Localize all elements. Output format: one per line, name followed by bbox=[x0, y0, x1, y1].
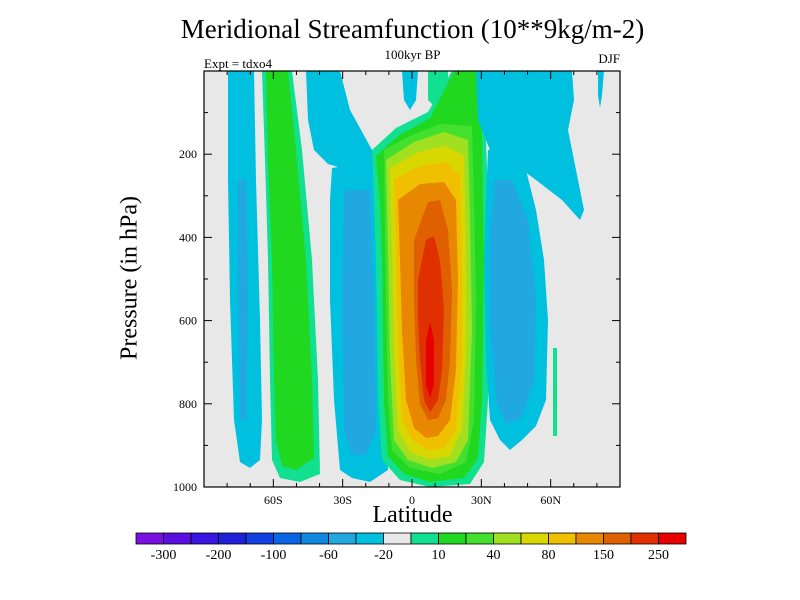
colorbar-swatch bbox=[300, 532, 329, 545]
y-tick-label: 600 bbox=[179, 314, 197, 328]
contour-nh-top-right bbox=[598, 71, 604, 108]
contour-nh-small bbox=[553, 348, 557, 436]
contour-sh-midlat-core bbox=[266, 71, 314, 470]
contour-equatorial-top bbox=[402, 71, 418, 110]
colorbar-swatch bbox=[135, 532, 164, 545]
x-tick-label: 30S bbox=[333, 493, 352, 507]
y-tick-label: 800 bbox=[179, 397, 197, 411]
contour-fills bbox=[228, 71, 604, 487]
colorbar-swatch bbox=[383, 532, 412, 545]
colorbar-swatch bbox=[355, 532, 384, 545]
colorbar: -300 -200 -100 -60 -20 10 40 80 150 250 bbox=[135, 532, 687, 563]
y-tick-label: 400 bbox=[179, 230, 197, 244]
colorbar-swatch bbox=[328, 532, 357, 545]
x-tick-label: 60N bbox=[540, 493, 561, 507]
x-axis-ticks: 60S 30S 0 30N 60N bbox=[226, 71, 598, 507]
x-tick-label: 0 bbox=[409, 493, 415, 507]
colorbar-swatch bbox=[575, 532, 604, 545]
x-tick-label: 60S bbox=[264, 493, 283, 507]
colorbar-label: -100 bbox=[261, 548, 287, 563]
colorbar-label: -300 bbox=[151, 548, 177, 563]
contour-sh-polar-core bbox=[238, 180, 248, 420]
contour-hadley-250 bbox=[418, 236, 444, 412]
contour-upper-negative bbox=[306, 71, 380, 172]
y-axis-ticks: 200 400 600 800 1000 bbox=[173, 112, 620, 494]
colorbar-swatch bbox=[273, 532, 302, 545]
colorbar-swatch bbox=[520, 532, 549, 545]
colorbar-swatch bbox=[218, 532, 247, 545]
y-tick-label: 200 bbox=[179, 147, 197, 161]
contour-nh-highlat-strip bbox=[555, 71, 574, 130]
x-axis-label: Latitude bbox=[372, 502, 453, 528]
contour-nh-ferrel-core bbox=[490, 180, 536, 424]
colorbar-swatch bbox=[163, 532, 192, 545]
colorbar-swatch bbox=[190, 532, 219, 545]
colorbar-label: -20 bbox=[374, 548, 393, 563]
chart-subtitle-left: Expt = tdxo4 bbox=[204, 56, 272, 71]
contour-sh-subtropical-core bbox=[342, 190, 376, 455]
colorbar-label: 40 bbox=[487, 548, 501, 563]
chart-title: Meridional Streamfunction (10**9kg/m-2) bbox=[180, 14, 645, 44]
chart-subtitle-right: DJF bbox=[598, 51, 620, 66]
colorbar-swatch bbox=[630, 532, 659, 545]
colorbar-swatch bbox=[658, 532, 687, 545]
colorbar-label: -60 bbox=[319, 548, 338, 563]
colorbar-swatch bbox=[438, 532, 467, 545]
colorbar-label: -200 bbox=[206, 548, 232, 563]
y-tick-label: 1000 bbox=[173, 480, 197, 494]
colorbar-label: 10 bbox=[432, 548, 446, 563]
colorbar-label: 80 bbox=[542, 548, 556, 563]
x-tick-label: 30N bbox=[471, 493, 492, 507]
colorbar-swatch bbox=[465, 532, 494, 545]
colorbar-swatch bbox=[603, 532, 632, 545]
colorbar-swatch bbox=[245, 532, 274, 545]
colorbar-swatch bbox=[493, 532, 522, 545]
colorbar-label: 250 bbox=[648, 548, 669, 563]
colorbar-swatch bbox=[548, 532, 577, 545]
contour-nh-highlat bbox=[476, 71, 584, 220]
contour-hadley-300 bbox=[426, 322, 434, 398]
chart-subtitle-center: 100kyr BP bbox=[384, 47, 441, 62]
colorbar-label: 150 bbox=[593, 548, 614, 563]
colorbar-swatch bbox=[410, 532, 439, 545]
